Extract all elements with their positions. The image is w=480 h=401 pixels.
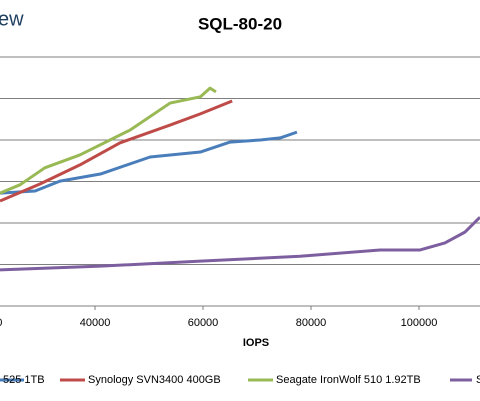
x-tick-label: 100000	[401, 317, 438, 329]
x-tick-label: 40000	[80, 317, 111, 329]
legend-label: 525 1TB	[3, 374, 45, 386]
chart-title: SQL-80-20	[198, 14, 282, 33]
series-line	[0, 86, 217, 195]
series-line	[0, 99, 233, 203]
x-axis-label: IOPS	[243, 337, 269, 349]
x-tick-label: 60000	[188, 317, 219, 329]
legend-label: Seagate IronWolf 510 1.92TB	[276, 374, 421, 386]
x-tick-label: 20000	[0, 317, 2, 329]
series-line	[0, 216, 480, 272]
legend-label: S	[476, 374, 480, 386]
logo: ew	[0, 8, 24, 30]
x-tick-label: 80000	[296, 317, 327, 329]
series-line	[0, 130, 298, 195]
legend-label: Synology SVN3400 400GB	[88, 374, 221, 386]
